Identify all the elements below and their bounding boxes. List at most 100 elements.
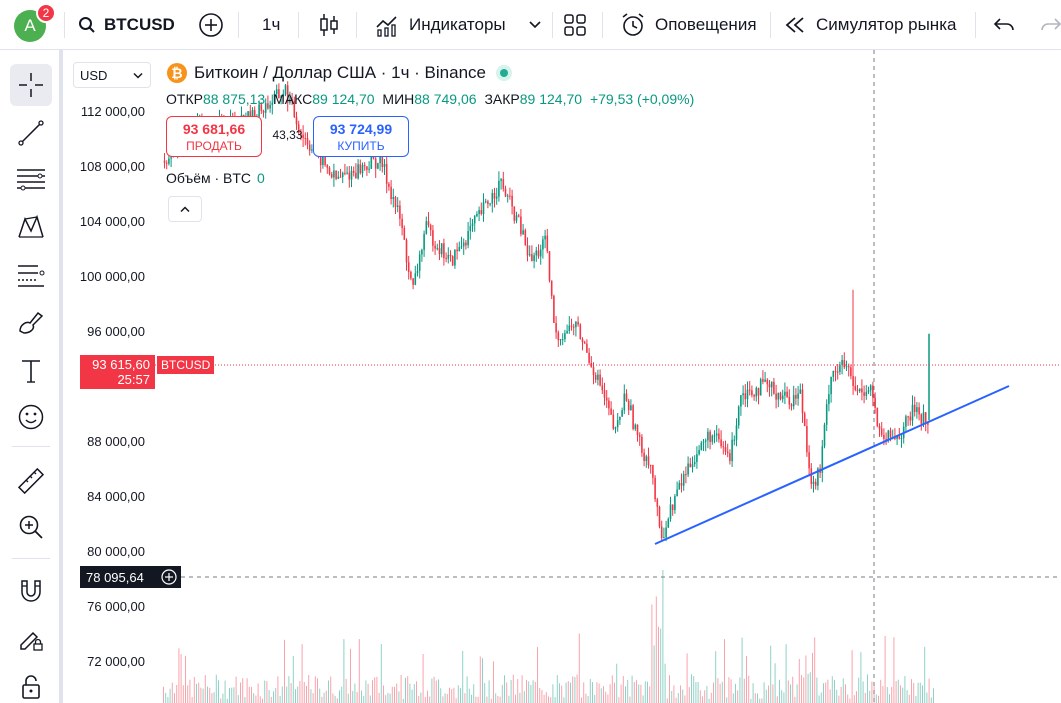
symbol-title[interactable]: Биткоин / Доллар США · 1ч · Binance (194, 63, 486, 82)
volume-bar (842, 678, 844, 703)
interval-button[interactable]: 1ч (262, 0, 280, 50)
candle-body (498, 180, 500, 197)
candle-body (392, 197, 395, 200)
collapse-legend-button[interactable] (168, 196, 202, 222)
candle-body (509, 195, 511, 197)
candle-body (403, 228, 406, 240)
volume-bar (851, 650, 853, 703)
candle-body (726, 451, 729, 454)
lock-icon (22, 675, 40, 699)
emoji-tool[interactable] (10, 396, 52, 438)
volume-bar (215, 674, 217, 703)
volume-bar (510, 680, 512, 703)
layouts-button[interactable] (564, 0, 586, 50)
volume-bar (924, 646, 926, 703)
volume-bar (561, 685, 563, 703)
buy-price: 93 724,99 (329, 120, 393, 137)
volume-bar (334, 695, 336, 703)
candle-body (608, 400, 610, 409)
candle-body (698, 450, 700, 455)
ruler-tool[interactable] (10, 460, 52, 502)
candle-body (438, 248, 441, 255)
candle-body (306, 138, 309, 145)
candle-body (170, 157, 172, 159)
chart-legend: ₿ Биткоин / Доллар США · 1ч · Binance (166, 62, 512, 84)
compare-symbol-button[interactable] (198, 0, 224, 50)
magnet-tool[interactable] (10, 570, 52, 612)
volume-bar (664, 663, 666, 703)
trendline-tool[interactable] (10, 112, 52, 154)
candle-body (867, 390, 870, 392)
volume-bar (449, 687, 450, 703)
candle-body (302, 134, 304, 138)
volume-bar (411, 689, 413, 703)
undo-button[interactable] (993, 0, 1015, 50)
volume-bar (849, 698, 851, 703)
candle-body (416, 270, 419, 274)
candle-body (251, 110, 254, 122)
candle-body (605, 397, 608, 401)
candle-body (889, 430, 892, 438)
close-label: ЗАКР (484, 91, 520, 107)
forecast-tool[interactable] (10, 254, 52, 296)
alarm-icon (622, 13, 644, 36)
zoom-icon (19, 515, 43, 539)
volume-bar (446, 693, 448, 703)
volume-bar (820, 692, 822, 703)
zoom-tool[interactable] (10, 506, 52, 548)
plus-circle-icon[interactable] (161, 569, 177, 585)
volume-bar (911, 679, 912, 703)
volume-bar (550, 697, 552, 703)
candle-body (394, 197, 397, 208)
lock-drawings-tool[interactable] (10, 618, 52, 660)
candle-body (610, 408, 612, 415)
lock-all-tool[interactable] (10, 666, 52, 703)
candle-body (443, 243, 445, 259)
currency-select[interactable]: USD (73, 62, 151, 88)
candle-body (702, 441, 705, 443)
candle-body (676, 489, 678, 497)
pattern-tool[interactable] (10, 206, 52, 248)
candle-body (269, 104, 271, 109)
volume-bar (730, 679, 732, 703)
indicators-button[interactable]: Индикаторы (375, 0, 506, 50)
volume-bar (563, 697, 565, 703)
volume-bar (374, 677, 376, 703)
volume-bar (292, 656, 294, 703)
chevron-down-icon (529, 21, 541, 29)
divider (12, 446, 50, 447)
replay-button[interactable]: Симулятор рынка (784, 0, 956, 50)
volume-bar (706, 686, 708, 703)
volume-bar (614, 682, 615, 703)
favorites-dropdown[interactable] (528, 0, 542, 50)
price-axis-label: 108 000,00 (80, 159, 145, 174)
text-tool[interactable] (10, 350, 52, 392)
candle-body (735, 425, 738, 440)
alerts-button[interactable]: Оповещения (620, 0, 757, 50)
volume-bar (270, 696, 272, 703)
candle-body (790, 404, 793, 407)
volume-bar (339, 690, 340, 703)
candle-body (381, 151, 384, 167)
volume-bar (363, 695, 365, 703)
volume-bar (638, 684, 640, 703)
crosshair-tool[interactable] (10, 64, 52, 106)
candle-body (526, 245, 529, 256)
symbol-search-button[interactable]: BTCUSD (78, 0, 175, 50)
volume-bar (836, 689, 838, 703)
sell-button[interactable]: 93 681,66 ПРОДАТЬ (166, 116, 262, 157)
candle-body (689, 463, 692, 468)
fib-tool[interactable] (10, 158, 52, 200)
layouts-icon (564, 14, 586, 36)
volume-bar (682, 689, 684, 703)
chart-type-button[interactable] (318, 0, 340, 50)
candle-body (548, 251, 551, 281)
svg-text:₿: ₿ (171, 65, 182, 81)
brush-tool[interactable] (10, 302, 52, 344)
candle-body (643, 452, 645, 461)
ohlc-values: ОТКР88 875,13 МАКС89 124,70 МИН88 749,06… (166, 91, 694, 107)
volume-bar (444, 693, 446, 703)
buy-button[interactable]: 93 724,99 КУПИТЬ (313, 116, 409, 157)
candle-body (687, 463, 689, 475)
redo-button[interactable] (1040, 0, 1061, 50)
